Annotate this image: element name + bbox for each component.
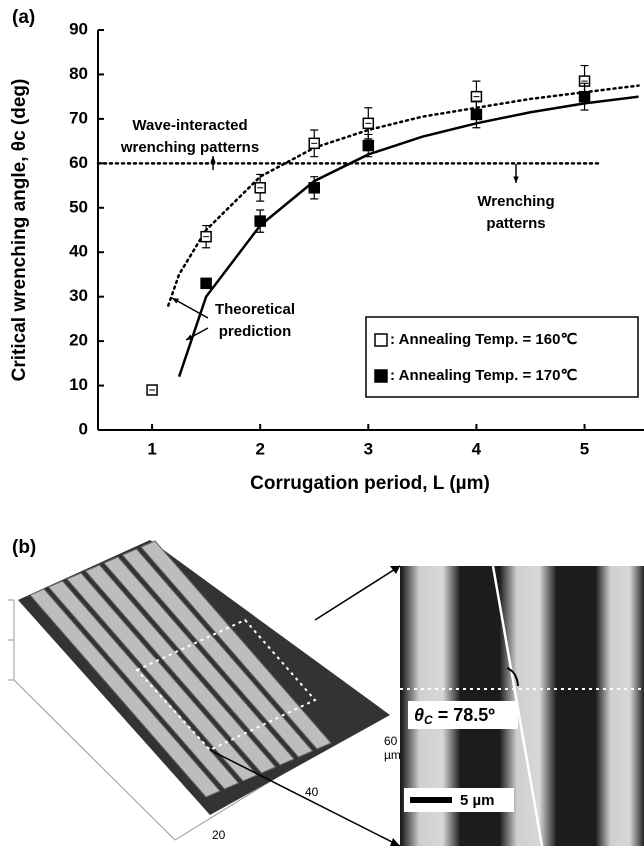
annotation: Theoretical xyxy=(215,301,295,318)
data-point xyxy=(578,90,591,103)
y-tick-label: 0 xyxy=(79,419,88,438)
ridge xyxy=(103,556,295,766)
ridge xyxy=(140,540,332,750)
x-tick-label: 1 xyxy=(147,439,156,458)
ridge xyxy=(84,564,277,774)
panel-b: (b) 60 µm 40 20 θC = 78.5º 5 µm xyxy=(8,537,644,847)
x-tick-label: 5 xyxy=(580,439,589,458)
axis-label: 20 xyxy=(212,828,226,842)
legend-label: : Annealing Temp. = 160℃ xyxy=(390,331,577,348)
y-tick-label: 40 xyxy=(69,242,88,261)
y-tick-label: 30 xyxy=(69,286,88,305)
ridge xyxy=(66,572,258,782)
arrow-head xyxy=(513,176,519,183)
data-point xyxy=(362,139,375,152)
data-point xyxy=(470,108,483,121)
axis-label: 60 xyxy=(384,734,398,748)
x-tick-label: 3 xyxy=(364,439,373,458)
y-tick-label: 50 xyxy=(69,197,88,216)
y-tick-label: 20 xyxy=(69,331,88,350)
annotation: Wrenching xyxy=(477,193,554,210)
y-tick-label: 10 xyxy=(69,375,88,394)
annotation: Wave-interacted xyxy=(132,117,247,134)
panel-label: (a) xyxy=(12,7,35,28)
surface-3d xyxy=(8,540,390,841)
legend-marker xyxy=(374,369,388,383)
legend xyxy=(365,316,639,398)
axis-label: 40 xyxy=(305,785,319,799)
y-tick-label: 80 xyxy=(69,64,88,83)
y-tick-label: 60 xyxy=(69,153,88,172)
y-tick-label: 90 xyxy=(69,19,88,38)
annotation: prediction xyxy=(219,323,292,340)
angle-label: θC = 78.5º xyxy=(414,705,495,727)
panel-label: (b) xyxy=(12,537,36,558)
axis-label: µm xyxy=(384,748,401,762)
data-point xyxy=(200,277,212,290)
x-axis-label: Corrugation period, L (µm) xyxy=(250,473,490,494)
legend-marker xyxy=(374,333,388,347)
line xyxy=(177,95,639,378)
zoom-line xyxy=(209,749,401,847)
data-point xyxy=(308,182,320,194)
ridge xyxy=(47,580,240,790)
arrow-head xyxy=(186,334,193,340)
x-tick-label: 4 xyxy=(472,439,482,458)
annotation: wrenching patterns xyxy=(120,139,259,156)
ridge xyxy=(29,588,221,798)
zoom-line xyxy=(314,565,401,621)
legend-label: : Annealing Temp. = 170℃ xyxy=(390,367,577,384)
scale-bar-label: 5 µm xyxy=(460,792,495,809)
arrow-head xyxy=(210,156,216,163)
y-tick-label: 70 xyxy=(69,108,88,127)
annotation: patterns xyxy=(486,215,545,232)
arrow-head xyxy=(172,298,179,304)
x-tick-label: 2 xyxy=(255,439,264,458)
micrograph: θC = 78.5º 5 µm xyxy=(400,565,644,847)
annotation-arrow xyxy=(171,297,209,319)
ridge xyxy=(121,548,314,758)
y-axis-label: Critical wrenching angle, θc (deg) xyxy=(9,79,30,382)
data-point xyxy=(254,215,266,227)
